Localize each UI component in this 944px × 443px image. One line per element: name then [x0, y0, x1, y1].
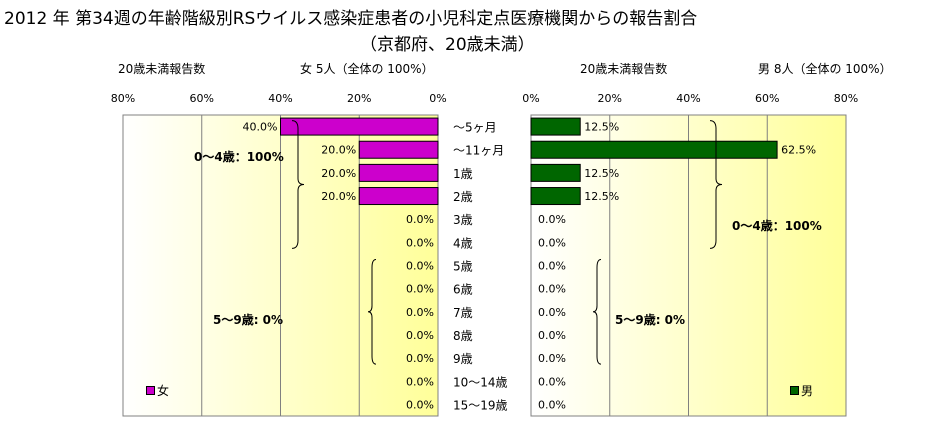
female-value-label: 0.0% — [406, 236, 434, 249]
category-label: 5歳 — [453, 260, 473, 274]
female-axis-tick-label: 60% — [190, 92, 214, 105]
female-value-label: 40.0% — [243, 121, 278, 134]
category-label: 2歳 — [453, 190, 473, 204]
male-value-label: 12.5% — [584, 167, 619, 180]
male-summary: 男 8人（全体の 100%） — [758, 62, 892, 76]
female-0-4-annotation: 0～4歳：100% — [194, 149, 284, 164]
male-value-label: 62.5% — [781, 144, 816, 157]
female-value-label: 0.0% — [406, 375, 434, 388]
male-bar — [530, 140, 778, 159]
legend-female: 女 — [146, 382, 169, 399]
male-value-label: 0.0% — [538, 398, 566, 411]
title-line-1: 2012 年 第34週の年齢階級別RSウイルス感染症患者の小児科定点医療機関から… — [4, 9, 698, 29]
category-label: ～11ヶ月 — [453, 144, 504, 158]
male-count-label: 20歳未満報告数 — [580, 62, 668, 76]
female-axis-tick-label: 40% — [268, 92, 292, 105]
category-label: 15～19歳 — [453, 398, 508, 412]
female-count-label: 20歳未満報告数 — [118, 62, 206, 76]
male-0-4-brace — [709, 120, 723, 249]
male-value-label: 0.0% — [538, 213, 566, 226]
female-axis-tick-label: 20% — [347, 92, 371, 105]
male-value-label: 0.0% — [538, 375, 566, 388]
female-value-label: 0.0% — [406, 306, 434, 319]
female-summary: 女 5人（全体の 100%） — [300, 62, 434, 76]
male-axis-tick-label: 0% — [522, 92, 539, 105]
male-5-9-brace — [592, 259, 602, 365]
female-value-label: 0.0% — [406, 398, 434, 411]
male-axis-tick-label: 80% — [834, 92, 858, 105]
male-value-label: 12.5% — [584, 121, 619, 134]
category-label: 10～14歳 — [453, 375, 508, 389]
male-value-label: 12.5% — [584, 190, 619, 203]
category-label: 6歳 — [453, 283, 473, 297]
female-value-label: 20.0% — [321, 167, 356, 180]
male-axis-tick-label: 60% — [755, 92, 779, 105]
category-label: ～5ヶ月 — [453, 121, 497, 135]
male-axis-tick-label: 40% — [676, 92, 700, 105]
legend-male-swatch — [790, 386, 799, 395]
female-bar — [358, 187, 439, 206]
male-value-label: 0.0% — [538, 306, 566, 319]
legend-female-label: 女 — [157, 384, 170, 398]
female-5-9-brace — [367, 259, 377, 365]
female-axis-tick-label: 0% — [429, 92, 446, 105]
title-line-2: （京都府、20歳未満） — [360, 35, 535, 55]
category-label: 8歳 — [453, 329, 473, 343]
female-value-label: 20.0% — [321, 144, 356, 157]
male-value-label: 0.0% — [538, 283, 566, 296]
female-value-label: 0.0% — [406, 260, 434, 273]
male-bar — [530, 117, 581, 136]
legend-female-swatch — [146, 386, 155, 395]
female-value-label: 20.0% — [321, 190, 356, 203]
male-value-label: 0.0% — [538, 236, 566, 249]
female-value-label: 0.0% — [406, 352, 434, 365]
male-value-label: 0.0% — [538, 260, 566, 273]
female-bar — [280, 117, 439, 136]
legend-male-label: 男 — [801, 384, 814, 398]
category-label: 1歳 — [453, 167, 473, 181]
female-bar — [358, 163, 439, 182]
female-value-label: 0.0% — [406, 283, 434, 296]
category-label: 4歳 — [453, 236, 473, 250]
male-axis-tick-label: 20% — [598, 92, 622, 105]
male-value-label: 0.0% — [538, 329, 566, 342]
male-5-9-annotation: 5～9歳: 0% — [615, 312, 685, 327]
female-axis-tick-label: 80% — [111, 92, 135, 105]
category-label: 9歳 — [453, 352, 473, 366]
female-5-9-annotation: 5～9歳: 0% — [213, 312, 283, 327]
male-bar — [530, 163, 581, 182]
category-label: 3歳 — [453, 213, 473, 227]
category-label: 7歳 — [453, 306, 473, 320]
female-0-4-brace — [291, 120, 305, 249]
female-value-label: 0.0% — [406, 213, 434, 226]
female-value-label: 0.0% — [406, 329, 434, 342]
male-bar — [530, 187, 581, 206]
male-0-4-annotation: 0～4歳：100% — [732, 218, 822, 233]
male-value-label: 0.0% — [538, 352, 566, 365]
legend-male: 男 — [790, 382, 813, 399]
female-bar — [358, 140, 439, 159]
